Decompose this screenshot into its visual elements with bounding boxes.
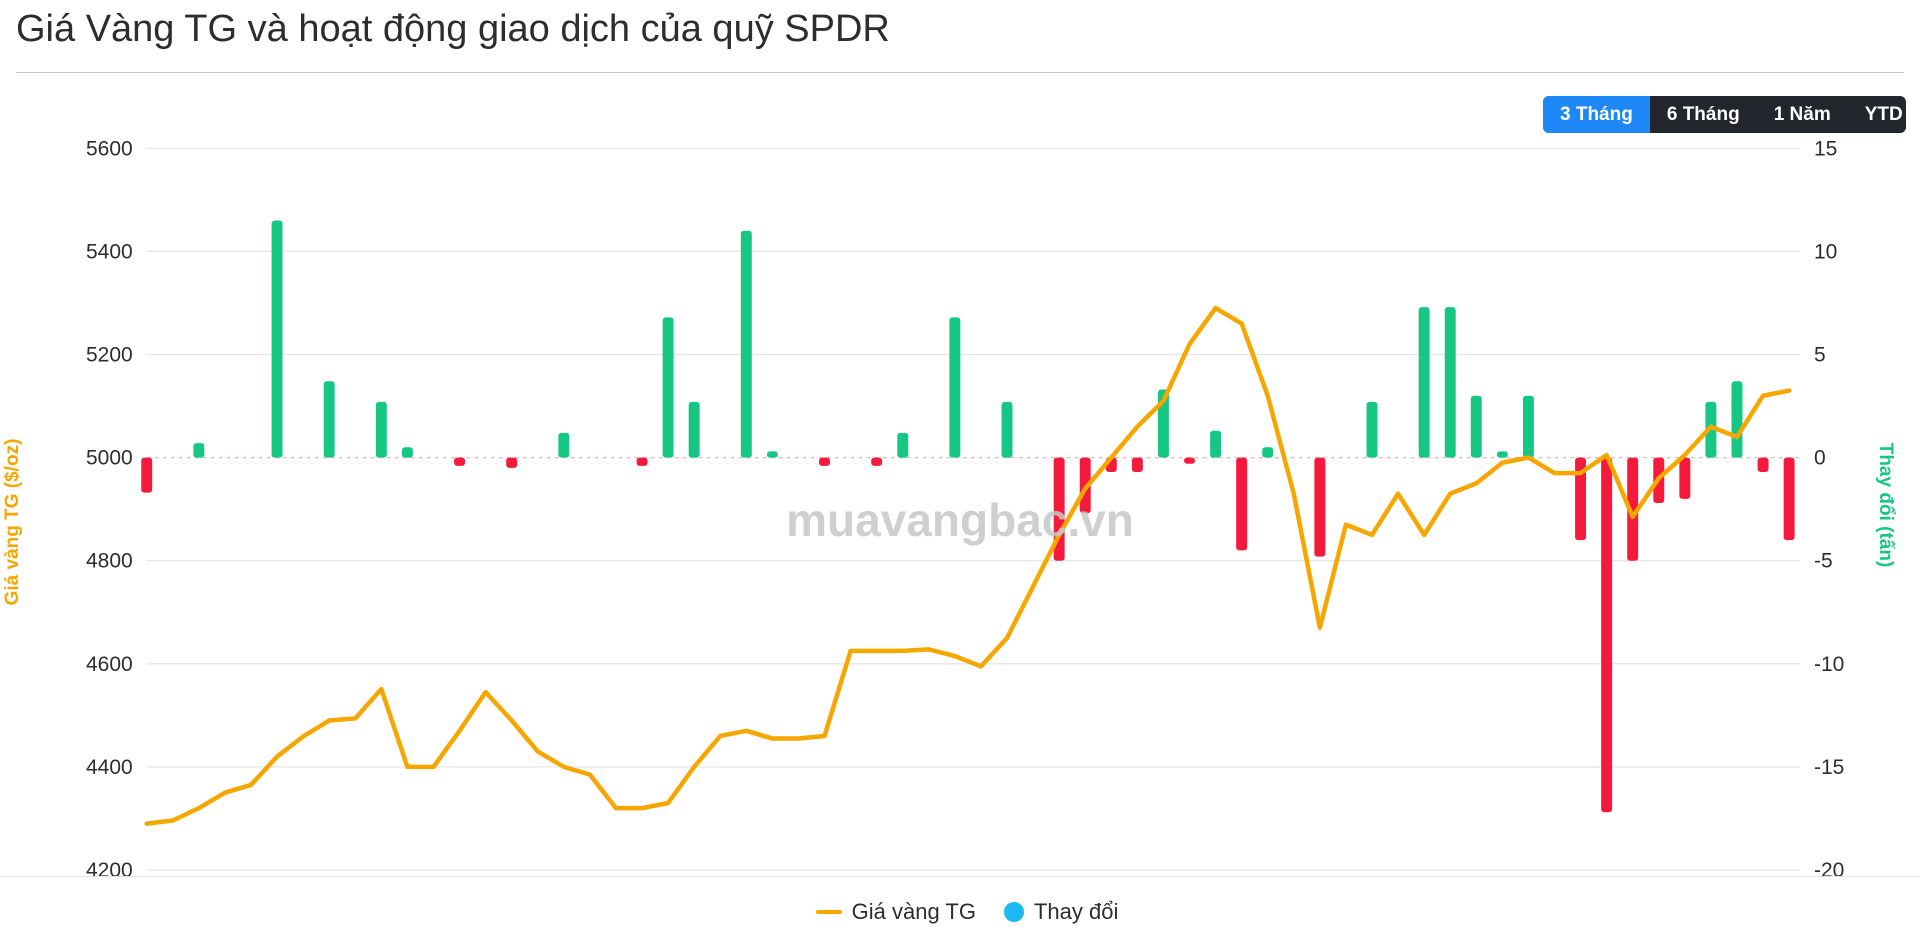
svg-text:5600: 5600: [86, 137, 133, 160]
svg-text:0: 0: [1814, 447, 1826, 470]
svg-text:5200: 5200: [86, 344, 133, 367]
svg-text:10: 10: [1814, 240, 1837, 263]
svg-text:-15: -15: [1814, 756, 1844, 779]
svg-text:-5: -5: [1814, 550, 1833, 573]
svg-text:5400: 5400: [86, 240, 133, 263]
svg-text:-10: -10: [1814, 653, 1844, 676]
svg-text:4800: 4800: [86, 550, 133, 573]
svg-text:15: 15: [1814, 137, 1837, 160]
svg-text:4600: 4600: [86, 653, 133, 676]
svg-text:-20: -20: [1814, 859, 1844, 882]
svg-text:4400: 4400: [86, 756, 133, 779]
svg-text:5: 5: [1814, 344, 1826, 367]
svg-text:4200: 4200: [86, 859, 133, 882]
svg-text:5000: 5000: [86, 447, 133, 470]
